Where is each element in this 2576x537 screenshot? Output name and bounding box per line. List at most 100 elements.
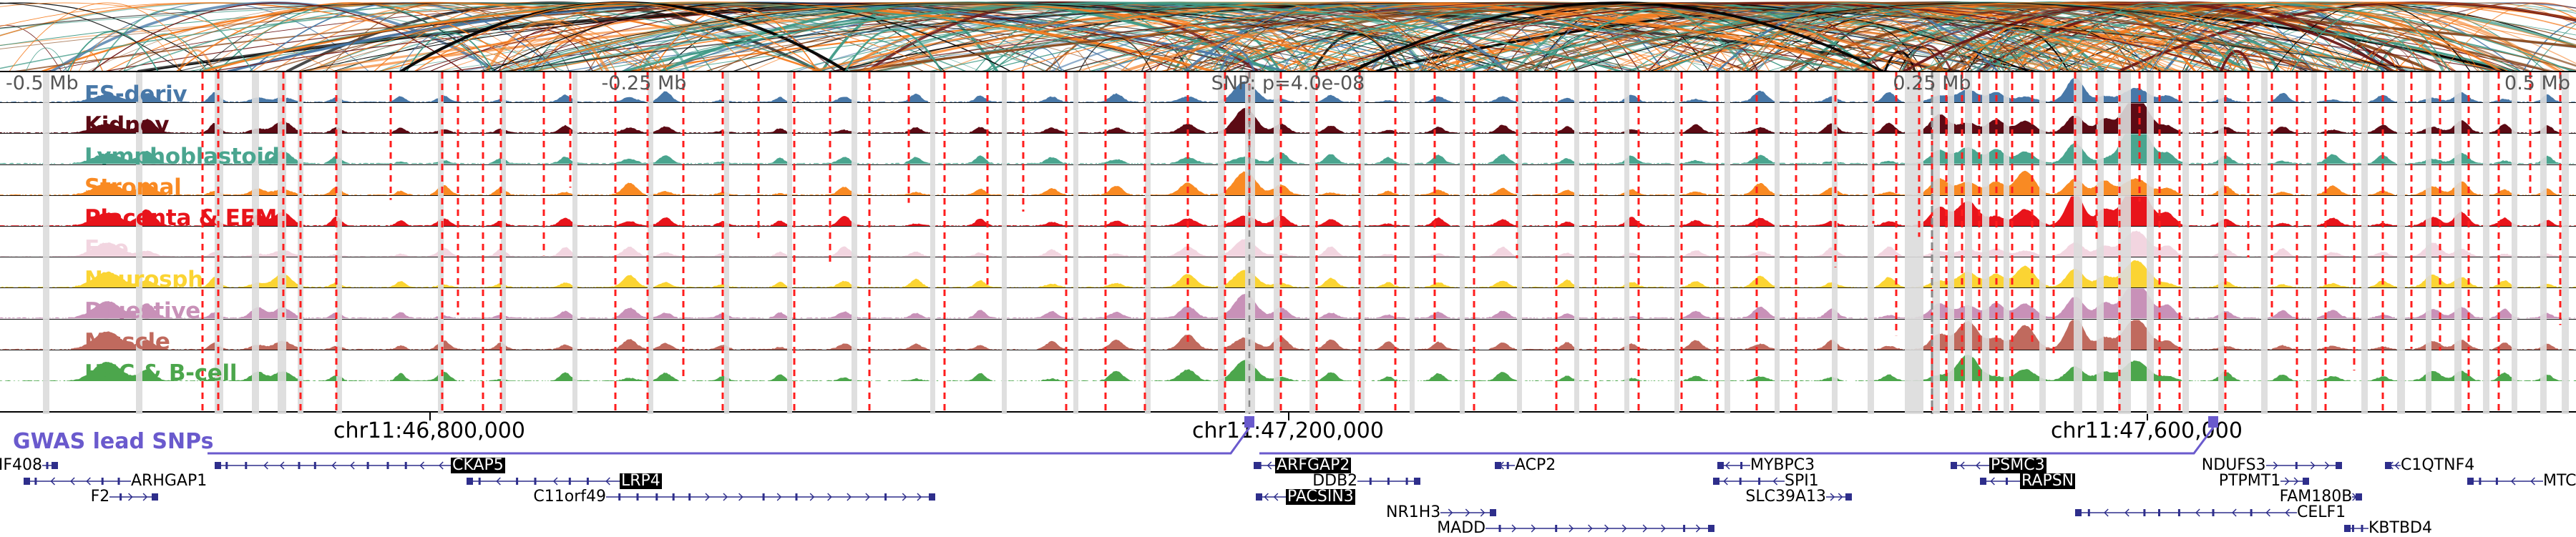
gene-body-spi1 [1713, 473, 1785, 489]
gene-rapsn[interactable]: RAPSN [1980, 472, 2076, 490]
gene-body-pacsin3 [1256, 489, 1286, 505]
gene-label-celf1: CELF1 [2297, 503, 2346, 521]
gene-label-mybpc3: MYBPC3 [1750, 456, 1815, 474]
gene-body-znf408 [42, 458, 58, 473]
gene-celf1[interactable]: CELF1 [2075, 505, 2346, 521]
gene-label-lrp4: LRP4 [620, 472, 662, 490]
axis-label-2: SNP: p=4.0e-08 [1211, 72, 1365, 94]
gene-label-arhgap1: ARHGAP1 [131, 472, 208, 490]
track-neurosph: Neurosph [0, 257, 2576, 289]
gene-ndufs3[interactable]: NDUFS3 [2202, 458, 2342, 473]
gene-kbtbd4[interactable]: KBTBD4 [2344, 521, 2432, 536]
gene-slc39a13[interactable]: SLC39A13 [1745, 488, 1853, 506]
gene-body-ddb2 [1357, 473, 1421, 489]
gene-body-lrp4 [467, 473, 620, 489]
gene-body-ptpmt1 [2280, 473, 2310, 489]
gene-row-0: ZNF408 CKAP5 ARFGAP2 ACP2 MYBPC3 PSMC3 NDUFS3 C… [0, 458, 2576, 473]
gene-body-mtch [2467, 473, 2543, 489]
gene-row-1: ARHGAP1 LRP4 DDB2 SPI1 RAPSN PTPMT1 MTCH [0, 473, 2576, 489]
gene-body-celf1 [2075, 505, 2297, 521]
gene-label-madd: MADD [1437, 519, 1486, 537]
gene-body-madd [1485, 521, 1715, 536]
gene-pacsin3[interactable]: PACSIN3 [1256, 489, 1355, 505]
gwas-lead-snps-label: GWAS lead SNPs [13, 429, 214, 454]
gene-annotation-track: ZNF408 CKAP5 ARFGAP2 ACP2 MYBPC3 PSMC3 NDUFS3 C… [0, 458, 2576, 536]
gene-c1qtnf4[interactable]: C1QTNF4 [2385, 458, 2474, 473]
track-label-eye: Eye [84, 236, 129, 258]
track-stromal: Stromal [0, 165, 2576, 196]
gene-znf408[interactable]: ZNF408 [0, 458, 58, 473]
gene-row-4: KBTBD4 MADD [0, 521, 2576, 536]
gene-ddb2[interactable]: DDB2 [1312, 472, 1421, 490]
gene-row-3: NR1H3 CELF1 [0, 505, 2576, 521]
track-list: ES-deriv Kidney Lymphoblastoid Stromal Place… [0, 72, 2576, 381]
gene-mtch[interactable]: MTCH [2467, 473, 2576, 489]
gene-label-c11orf49: C11orf49 [533, 488, 606, 506]
gene-label-kbtbd4: KBTBD4 [2368, 519, 2432, 537]
gene-ptpmt1[interactable]: PTPMT1 [2218, 472, 2310, 490]
gene-mybpc3[interactable]: MYBPC3 [1717, 458, 1815, 473]
gene-body-acp2 [1495, 458, 1515, 473]
gene-ckap5[interactable]: CKAP5 [215, 458, 505, 473]
axis-label-4: 0.5 Mb [2504, 72, 2570, 94]
relative-position-axis: -0.5 Mb -0.25 Mb SNP: p=4.0e-08 0.25 Mb 0.5 … [0, 72, 2576, 97]
track-label-es-deriv: ES-deriv [84, 82, 187, 104]
gene-body-f2 [109, 489, 159, 505]
gene-fam180b[interactable]: FAM180B [2280, 489, 2363, 505]
gene-body-fam180b [2352, 489, 2363, 505]
gene-body-mybpc3 [1717, 458, 1750, 473]
gene-c11orf49[interactable]: C11orf49 [533, 489, 935, 505]
gene-spi1[interactable]: SPI1 [1713, 473, 1819, 489]
gene-label-c1qtnf4: C1QTNF4 [2401, 456, 2475, 474]
gene-label-mtch: MTCH [2543, 472, 2576, 490]
gene-body-ckap5 [215, 458, 451, 473]
axis-label-3: 0.25 Mb [1893, 72, 1971, 94]
track-muscle: Muscle [0, 319, 2576, 350]
gene-label-arfgap2: ARFGAP2 [1275, 456, 1352, 474]
gene-body-slc39a13 [1826, 489, 1853, 505]
axis-label-0: -0.5 Mb [6, 72, 79, 94]
gene-label-slc39a13: SLC39A13 [1745, 488, 1827, 506]
gene-nr1h3[interactable]: NR1H3 [1386, 505, 1497, 521]
track-lymphoblastoid: Lymphoblastoid [0, 134, 2576, 165]
gene-label-ddb2: DDB2 [1312, 472, 1358, 490]
gene-f2[interactable]: F2 [91, 489, 159, 505]
coord-tick-2 [2147, 413, 2148, 420]
gene-label-psmc3: PSMC3 [1989, 456, 2046, 474]
gene-label-f2: F2 [90, 488, 110, 506]
gene-lrp4[interactable]: LRP4 [467, 473, 662, 489]
axis-label-1: -0.25 Mb [601, 72, 687, 94]
gene-arhgap1[interactable]: ARHGAP1 [24, 473, 207, 489]
track-label-placenta-eem: Placenta & EEM [84, 205, 278, 227]
gene-acp2[interactable]: ACP2 [1495, 458, 1556, 473]
track-label-digestive: Digestive [84, 297, 201, 320]
gene-label-acp2: ACP2 [1515, 456, 1556, 474]
gene-arfgap2[interactable]: ARFGAP2 [1254, 456, 1352, 474]
gene-psmc3[interactable]: PSMC3 [1951, 458, 2046, 473]
gene-body-arhgap1 [24, 473, 131, 489]
gene-label-ptpmt1: PTPMT1 [2218, 472, 2281, 490]
gene-label-rapsn: RAPSN [2020, 472, 2076, 490]
track-digestive: Digestive [0, 288, 2576, 320]
coord-tick-0 [429, 413, 431, 420]
gene-body-rapsn [1980, 473, 2020, 489]
coord-tick-1 [1288, 413, 1289, 420]
track-label-neurosph: Neurosph [84, 267, 203, 289]
track-placenta-eem: Placenta & EEM [0, 196, 2576, 227]
gwas-lead-snp-connectors [0, 409, 2576, 473]
gene-label-pacsin3: PACSIN3 [1286, 488, 1355, 506]
gene-body-psmc3 [1951, 458, 1989, 473]
gene-body-c11orf49 [606, 489, 935, 505]
gene-body-arfgap2 [1254, 458, 1275, 473]
gene-label-znf408: ZNF408 [0, 456, 42, 474]
track-hsc-b-cell: HSC & B-cell [0, 350, 2576, 381]
coord-label-0: chr11:46,800,000 [333, 418, 525, 443]
gene-row-2: F2 C11orf49 PACSIN3 SLC39A13 FAM180B [0, 489, 2576, 505]
track-label-muscle: Muscle [84, 328, 170, 350]
track-label-lymphoblastoid: Lymphoblastoid [84, 143, 280, 165]
coord-label-1: chr11:47,200,000 [1192, 418, 1384, 443]
epigenome-signal-panel: ES-deriv Kidney Lymphoblastoid Stromal Place… [0, 71, 2576, 414]
gene-madd[interactable]: MADD [1437, 519, 1715, 537]
track-kidney: Kidney [0, 103, 2576, 134]
